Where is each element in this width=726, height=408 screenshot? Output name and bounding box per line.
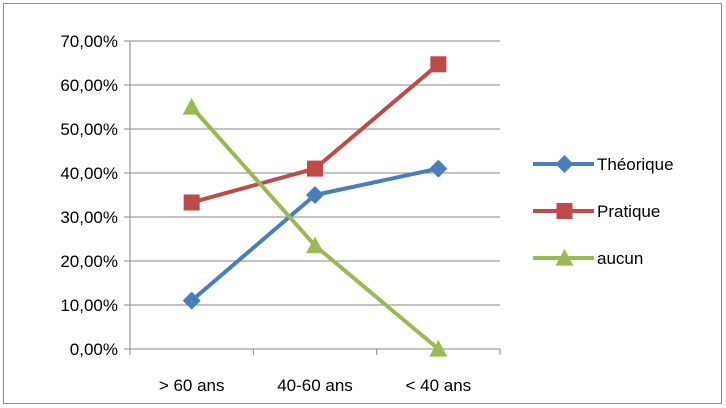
- x-tick-label: < 40 ans: [405, 376, 471, 395]
- data-point: [429, 159, 448, 178]
- legend-item: Pratique: [533, 202, 660, 221]
- legend-label: Pratique: [597, 202, 660, 221]
- data-point: [429, 340, 448, 357]
- legend-marker: [555, 249, 574, 266]
- series-1: [183, 56, 447, 211]
- series-line: [190, 105, 440, 351]
- data-point: [307, 160, 323, 177]
- data-point: [182, 98, 201, 115]
- y-axis-tick-labels: 0,00% 10,00% 20,00% 30,00% 40,00% 50,00% 60,00…: [60, 32, 118, 359]
- legend-marker: [556, 203, 573, 219]
- y-tick-label: 30,00%: [60, 208, 118, 227]
- data-point: [430, 56, 447, 73]
- legend-item: aucun: [533, 249, 643, 268]
- x-tick-label: 40-60 ans: [277, 376, 353, 395]
- y-tick-label: 40,00%: [60, 164, 118, 183]
- legend: Théorique Pratique aucun: [533, 155, 674, 268]
- series-0: [182, 159, 448, 310]
- series-group: [182, 56, 448, 357]
- legend-label: aucun: [597, 249, 643, 268]
- x-tick-label: > 60 ans: [159, 376, 225, 395]
- y-tick-label: 60,00%: [60, 76, 118, 95]
- data-point: [306, 236, 324, 254]
- y-tick-label: 0,00%: [70, 340, 118, 359]
- y-tick-label: 50,00%: [60, 120, 118, 139]
- data-point: [306, 186, 324, 204]
- legend-marker: [555, 155, 574, 173]
- data-point: [183, 194, 200, 211]
- y-tick-label: 20,00%: [60, 252, 118, 271]
- chart-frame: [3, 3, 722, 404]
- series-2: [182, 98, 448, 357]
- y-tick-label: 70,00%: [60, 32, 118, 51]
- data-point: [182, 291, 201, 310]
- y-tick-label: 10,00%: [60, 296, 118, 315]
- legend-item: Théorique: [533, 155, 674, 174]
- x-axis-tick-labels: > 60 ans 40-60 ans < 40 ans: [159, 376, 471, 395]
- legend-label: Théorique: [597, 155, 674, 174]
